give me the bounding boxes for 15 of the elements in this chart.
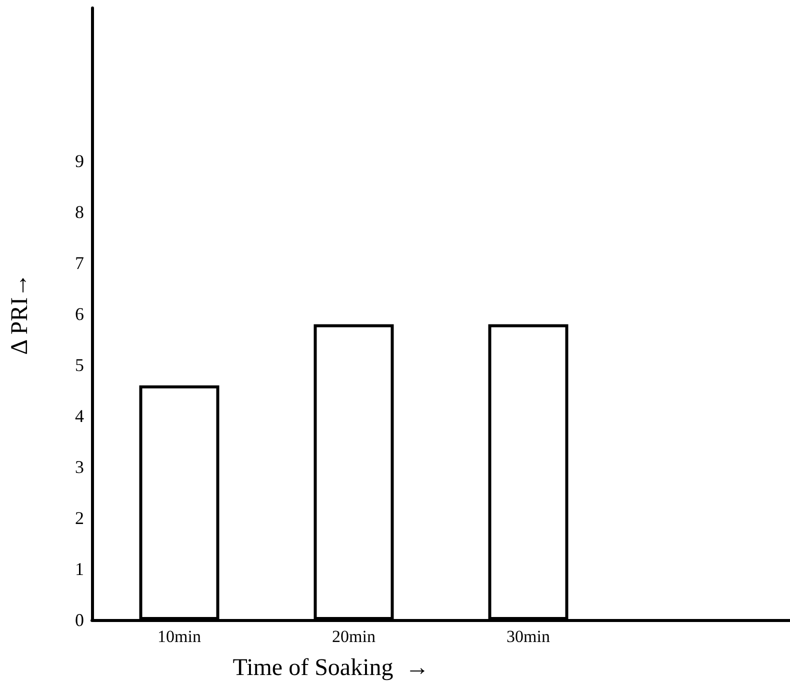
x-tick-label: 10min [158,627,202,646]
y-tick-label: 0 [75,610,84,630]
y-tick-label: 3 [75,457,84,477]
x-tick-label: 20min [332,627,376,646]
y-tick-label: 1 [75,559,84,579]
y-tick-label: 9 [75,151,84,171]
x-axis-title: Time of Soaking → [232,655,430,681]
y-tick-label: 2 [75,508,84,528]
y-tick-label: 6 [75,304,84,324]
y-tick-label: 8 [75,202,84,222]
y-tick-label: 7 [75,253,84,273]
x-tick-label: 30min [506,627,550,646]
y-tick-label: 4 [75,406,84,426]
y-axis-title: Δ PRI→ [7,273,33,355]
y-tick-label: 5 [75,355,84,375]
